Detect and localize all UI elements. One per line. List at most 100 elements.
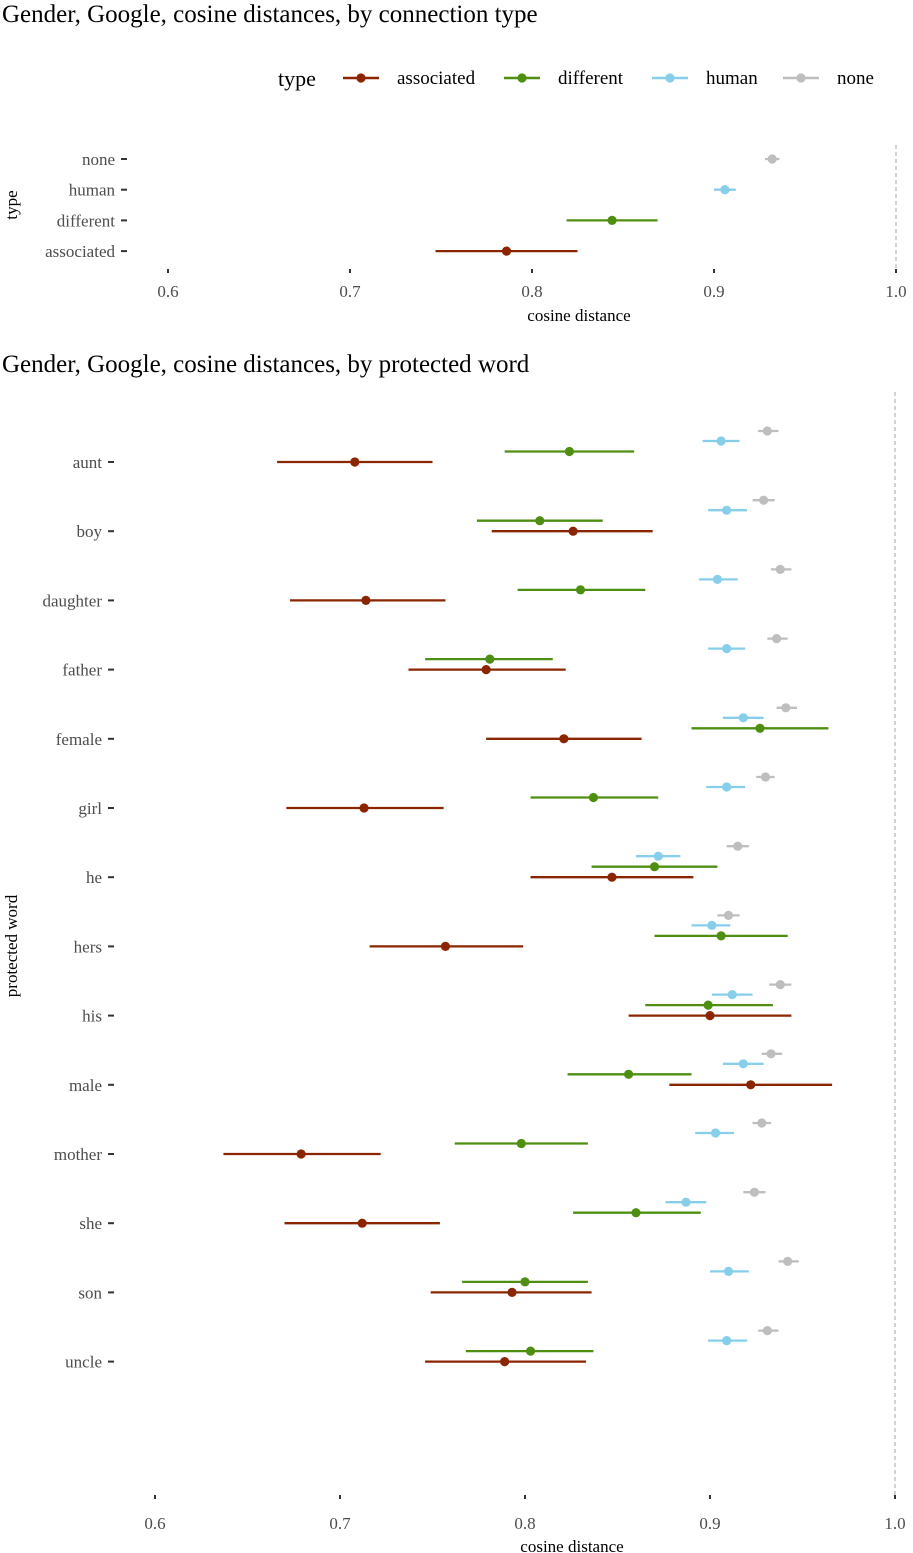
panel2-different-she-point — [631, 1208, 641, 1218]
panel2-y-tick-label-he: he — [86, 868, 102, 887]
panel2-different-son-point — [520, 1277, 530, 1287]
panel2-human-hers-point — [707, 920, 717, 931]
panel2-y-tick-label-male: male — [69, 1076, 102, 1095]
panel1-plot: 0.6 0.7 0.8 0.9 1.0 none human different associa… — [45, 145, 907, 301]
panel2-plot: 0.6 0.7 0.8 0.9 1.0 aunt boy daughter father fema… — [43, 392, 906, 1533]
legend-key-point-different — [517, 73, 527, 83]
panel1-y-tick-label-human: human — [69, 181, 116, 200]
panel2-different-girl-point — [588, 792, 599, 803]
panel2-different-father-point — [485, 654, 495, 664]
legend-key-point-human — [665, 73, 675, 83]
panel2-x-tick-label-1-0: 1.0 — [884, 1514, 905, 1533]
panel2-associated-father-point — [481, 665, 491, 675]
panel2-none-she-point — [749, 1187, 760, 1197]
panel2-human-son-point — [723, 1266, 734, 1276]
panel2-none-daughter-point — [775, 564, 785, 575]
panel2-associated-son-point — [507, 1287, 517, 1297]
panel2-human-male-point — [738, 1059, 748, 1069]
panel2-associated-his-point — [705, 1011, 715, 1021]
panel2-y-axis-label: protected word — [2, 894, 21, 997]
panel2-human-uncle-point — [722, 1336, 732, 1346]
panel2-human-aunt-point — [716, 436, 726, 446]
panel2-title: Gender, Google, cosine distances, by pro… — [2, 351, 530, 378]
panel2-associated-he-point — [607, 872, 617, 882]
panel2-x-tick-label-0-8: 0.8 — [514, 1514, 535, 1533]
legend-title: type — [278, 66, 316, 91]
panel2-associated-female-point — [559, 734, 569, 744]
panel1-x-tick-label-0-8: 0.8 — [521, 282, 542, 301]
panel2-y-tick-label-his: his — [82, 1007, 102, 1026]
legend-label-associated: associated — [397, 68, 476, 89]
panel2-y-tick-label-aunt: aunt — [73, 453, 103, 472]
panel2-different-boy-point — [535, 516, 545, 526]
panel2-different-uncle-point — [525, 1346, 536, 1356]
panel2-associated-male-point — [746, 1080, 756, 1090]
panel1-y-tick-label-different: different — [57, 211, 115, 230]
panel2-human-father-point — [722, 644, 732, 654]
panel1-associated-associated-point — [501, 246, 512, 256]
panel2-different-daughter-point — [575, 585, 586, 595]
panel1-y-axis-label: type — [2, 190, 21, 219]
panel2-x-tick-label-0-9: 0.9 — [699, 1514, 720, 1533]
panel2-none-uncle-point — [762, 1326, 772, 1336]
panel2-human-girl-point — [722, 782, 732, 792]
panel2-different-his-point — [703, 1000, 713, 1010]
panel1-y-tick-label-none: none — [82, 150, 115, 169]
panel2-y-tick-label-female: female — [56, 730, 102, 749]
panel2-none-mother-point — [757, 1118, 767, 1128]
panel1-title: Gender, Google, cosine distances, by con… — [2, 1, 538, 28]
panel2-human-female-point — [738, 713, 748, 723]
panel2-none-son-point — [783, 1256, 793, 1266]
panel1-x-axis-label: cosine distance — [527, 306, 630, 325]
panel2-y-tick-label-hers: hers — [74, 937, 102, 956]
panel1-x-tick-label-0-9: 0.9 — [703, 282, 724, 301]
panel2-none-his-point — [775, 980, 785, 990]
panel2-x-axis-label: cosine distance — [520, 1537, 623, 1553]
panel2-none-hers-point — [723, 910, 734, 921]
panel2-associated-girl-point — [359, 803, 369, 813]
panel2-associated-boy-point — [568, 526, 578, 536]
panel2-y-tick-label-son: son — [78, 1283, 102, 1302]
panel2-none-aunt-point — [762, 426, 772, 436]
legend-key-point-none — [796, 73, 806, 83]
panel2-human-his-point — [727, 990, 737, 1000]
panel2-human-daughter-point — [712, 574, 723, 585]
panel2-none-father-point — [772, 634, 782, 644]
panel1-x-tick-label-0-7: 0.7 — [339, 282, 361, 301]
panel2-y-tick-label-uncle: uncle — [65, 1353, 102, 1372]
panel2-none-he-point — [733, 841, 743, 851]
legend-label-none: none — [837, 68, 874, 89]
panel1-none-none-point — [767, 154, 777, 164]
panel2-y-tick-label-mother: mother — [54, 1145, 102, 1164]
panel2-none-female-point — [781, 703, 791, 713]
panel2-x-tick-label-0-7: 0.7 — [329, 1514, 351, 1533]
panel2-y-tick-label-father: father — [62, 661, 102, 680]
panel2-different-hers-point — [716, 931, 726, 941]
legend-label-different: different — [558, 68, 624, 89]
legend-key-point-associated — [356, 73, 366, 83]
panel2-human-she-point — [681, 1197, 691, 1207]
panel2-y-tick-label-daughter: daughter — [43, 591, 103, 610]
panel2-none-male-point — [766, 1049, 776, 1059]
legend-label-human: human — [706, 68, 758, 89]
panel1-y-tick-label-associated: associated — [45, 242, 115, 261]
panel2-different-male-point — [624, 1069, 634, 1079]
panel2-x-tick-label-0-6: 0.6 — [144, 1514, 165, 1533]
panel2-associated-aunt-point — [350, 457, 360, 467]
panel2-human-mother-point — [710, 1128, 721, 1138]
panel2-associated-daughter-point — [361, 595, 371, 606]
panel1-x-tick-label-1-0: 1.0 — [885, 282, 906, 301]
panel2-y-tick-label-girl: girl — [78, 799, 102, 818]
panel2-different-mother-point — [516, 1138, 526, 1149]
panel2-associated-she-point — [357, 1218, 367, 1228]
legend: type associated different human none — [278, 66, 874, 91]
panel2-none-boy-point — [759, 495, 769, 505]
panel2-associated-uncle-point — [500, 1357, 510, 1367]
panel1-human-human-point — [720, 185, 730, 195]
panel2-human-he-point — [653, 851, 663, 861]
panel2-different-aunt-point — [564, 446, 575, 457]
panel2-different-female-point — [755, 723, 765, 733]
panel2-associated-hers-point — [440, 941, 451, 952]
panel2-y-tick-label-she: she — [79, 1214, 102, 1233]
